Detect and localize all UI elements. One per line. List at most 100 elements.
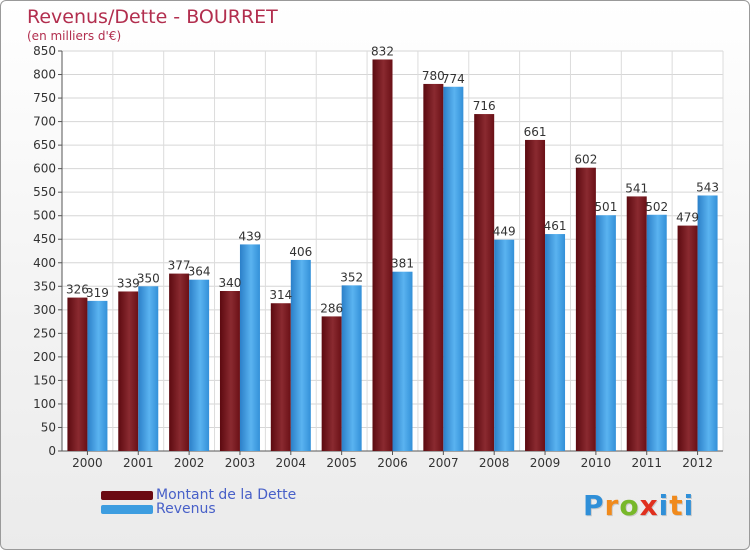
logo-letter: i bbox=[683, 489, 695, 522]
data-label-revenue: 439 bbox=[239, 229, 262, 243]
legend-item-revenue: Revenus bbox=[101, 501, 216, 517]
bar-revenue bbox=[138, 286, 159, 451]
x-tick-label: 2011 bbox=[631, 456, 662, 470]
data-label-revenue: 352 bbox=[340, 270, 363, 284]
y-tick-label: 200 bbox=[33, 350, 56, 364]
x-tick-label: 2000 bbox=[72, 456, 103, 470]
legend-label-debt: Montant de la Dette bbox=[156, 487, 297, 503]
x-tick-label: 2005 bbox=[326, 456, 357, 470]
data-label-revenue: 501 bbox=[594, 200, 617, 214]
data-label-debt: 661 bbox=[524, 125, 547, 139]
x-tick-label: 2007 bbox=[428, 456, 459, 470]
data-label-debt: 286 bbox=[320, 301, 343, 315]
data-label-revenue: 502 bbox=[645, 200, 668, 214]
logo-letter: r bbox=[604, 489, 620, 522]
x-tick-label: 2001 bbox=[123, 456, 154, 470]
data-label-revenue: 381 bbox=[391, 257, 414, 271]
legend-swatch-debt bbox=[101, 490, 153, 500]
x-tick-label: 2008 bbox=[479, 456, 510, 470]
y-tick-label: 750 bbox=[33, 91, 56, 105]
legend-label-revenue: Revenus bbox=[156, 501, 216, 517]
data-label-debt: 541 bbox=[625, 181, 648, 195]
logo-letter: t bbox=[669, 489, 684, 522]
bar-debt bbox=[169, 273, 190, 451]
bar-revenue bbox=[341, 285, 362, 451]
y-tick-label: 100 bbox=[33, 397, 56, 411]
data-label-debt: 832 bbox=[371, 44, 394, 58]
y-tick-label: 150 bbox=[33, 373, 56, 387]
bar-revenue bbox=[595, 215, 616, 451]
bar-debt bbox=[219, 291, 240, 451]
data-label-debt: 326 bbox=[66, 283, 89, 297]
bar-debt bbox=[626, 196, 647, 451]
bar-revenue bbox=[443, 86, 464, 451]
y-tick-label: 800 bbox=[33, 68, 56, 82]
data-label-debt: 716 bbox=[473, 99, 496, 113]
y-tick-label: 50 bbox=[41, 420, 56, 434]
bar-revenue bbox=[494, 239, 515, 451]
bar-debt bbox=[118, 291, 139, 451]
bar-revenue bbox=[189, 279, 210, 451]
bar-debt bbox=[67, 297, 88, 451]
data-label-revenue: 449 bbox=[493, 225, 516, 239]
legend-swatch-revenue bbox=[101, 504, 153, 514]
y-tick-label: 450 bbox=[33, 232, 56, 246]
data-label-revenue: 774 bbox=[442, 72, 465, 86]
y-tick-label: 650 bbox=[33, 138, 56, 152]
y-tick-label: 250 bbox=[33, 326, 56, 340]
x-tick-label: 2004 bbox=[276, 456, 307, 470]
data-label-debt: 602 bbox=[574, 153, 597, 167]
y-tick-label: 300 bbox=[33, 303, 56, 317]
x-tick-label: 2002 bbox=[174, 456, 205, 470]
bar-debt bbox=[677, 225, 698, 451]
bar-revenue bbox=[290, 259, 311, 451]
bars bbox=[67, 59, 718, 452]
data-label-revenue: 543 bbox=[696, 180, 719, 194]
data-label-debt: 780 bbox=[422, 69, 445, 83]
y-tick-label: 700 bbox=[33, 115, 56, 129]
data-label-debt: 340 bbox=[219, 276, 242, 290]
bar-revenue bbox=[239, 244, 260, 451]
x-tick-label: 2009 bbox=[530, 456, 561, 470]
bar-debt bbox=[321, 316, 342, 451]
y-tick-label: 500 bbox=[33, 209, 56, 223]
x-tick-label: 2003 bbox=[225, 456, 256, 470]
legend-item-debt: Montant de la Dette bbox=[101, 487, 296, 503]
logo-letter: o bbox=[619, 489, 640, 522]
data-label-debt: 314 bbox=[269, 288, 292, 302]
bar-revenue bbox=[697, 195, 718, 451]
bar-debt bbox=[575, 167, 596, 452]
bar-debt bbox=[525, 139, 546, 452]
bar-revenue bbox=[646, 214, 667, 451]
proxiti-logo: Proxiti bbox=[583, 489, 694, 522]
bar-revenue bbox=[545, 234, 566, 451]
y-tick-label: 400 bbox=[33, 256, 56, 270]
bar-debt bbox=[474, 114, 495, 451]
y-tick-label: 550 bbox=[33, 185, 56, 199]
y-tick-label: 600 bbox=[33, 162, 56, 176]
bar-debt bbox=[423, 83, 444, 452]
logo-letter: P bbox=[583, 489, 605, 522]
data-label-debt: 339 bbox=[117, 276, 140, 290]
data-label-revenue: 364 bbox=[188, 265, 211, 279]
bar-debt bbox=[372, 59, 393, 452]
data-label-debt: 479 bbox=[676, 211, 699, 225]
bar-revenue bbox=[87, 300, 108, 451]
x-tick-label: 2006 bbox=[377, 456, 408, 470]
data-label-debt: 377 bbox=[168, 259, 191, 273]
bar-revenue bbox=[392, 271, 413, 451]
x-tick-label: 2012 bbox=[682, 456, 713, 470]
data-label-revenue: 406 bbox=[289, 245, 312, 259]
bar-debt bbox=[270, 303, 291, 451]
axes: 0 50 100 150 200 250 300 350 400 450 500 550 600 650 7… bbox=[33, 44, 723, 470]
data-label-revenue: 461 bbox=[544, 219, 567, 233]
chart-title: Revenus/Dette - BOURRET bbox=[27, 6, 278, 28]
logo-letter: i bbox=[658, 489, 670, 522]
data-label-revenue: 319 bbox=[86, 286, 109, 300]
y-tick-label: 0 bbox=[48, 444, 56, 458]
data-label-revenue: 350 bbox=[137, 271, 160, 285]
x-tick-label: 2010 bbox=[581, 456, 612, 470]
